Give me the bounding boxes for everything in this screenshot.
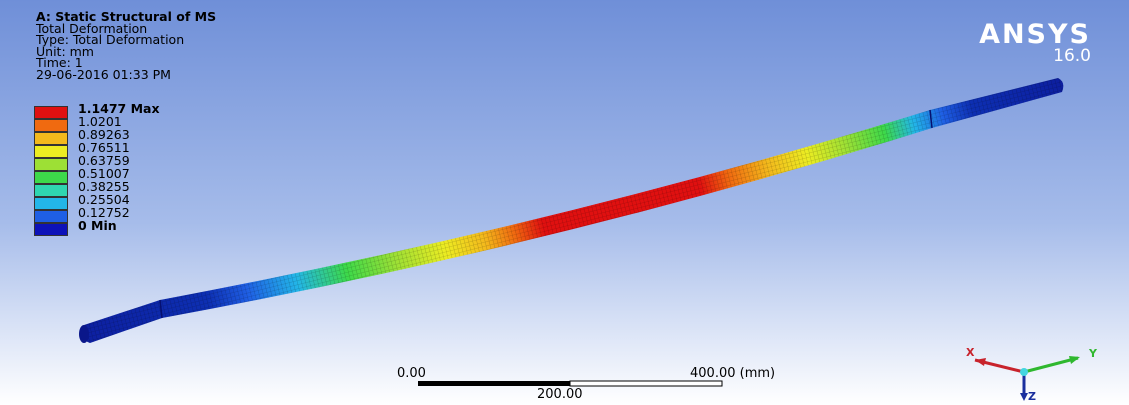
legend-label[interactable]: 0.38255 <box>78 179 130 194</box>
result-timestamp: 29-06-2016 01:33 PM <box>36 66 171 82</box>
legend-swatch <box>34 158 68 171</box>
scale-label-right: 400.00 (mm) <box>690 366 776 381</box>
y-axis-label: Y <box>1089 347 1097 360</box>
legend-label[interactable]: 0 Min <box>78 218 117 233</box>
logo-name: ANSYS <box>979 19 1091 50</box>
result-type: Type: Total Deformation <box>36 32 185 48</box>
legend-label[interactable]: 0.89263 <box>78 127 130 142</box>
shaft-end-left <box>79 325 89 343</box>
legend-swatch <box>34 132 68 145</box>
legend-swatch <box>34 197 68 210</box>
z-axis-label: Z <box>1028 390 1036 403</box>
legend-swatch <box>34 210 68 223</box>
x-axis-label: X <box>966 346 975 359</box>
legend-swatch <box>34 119 68 132</box>
legend-swatch <box>34 145 68 158</box>
ansys-logo: ANSYS 16.0 <box>979 19 1091 66</box>
legend-label[interactable]: 0.12752 <box>78 205 130 220</box>
result-time: Time: 1 <box>36 55 83 71</box>
legend-swatch <box>34 184 68 197</box>
shaft-body[interactable] <box>79 78 1064 343</box>
legend-swatch <box>34 171 68 184</box>
logo-version: 16.0 <box>1053 46 1091 66</box>
result-unit: Unit: mm <box>36 43 94 59</box>
legend-swatch <box>34 106 68 119</box>
legend-swatch <box>34 223 68 236</box>
legend-label[interactable]: 0.25504 <box>78 192 130 207</box>
legend-label[interactable]: 1.0201 <box>78 114 122 129</box>
scale-label-middle: 200.00 <box>537 387 583 402</box>
result-info: A: Static Structural of MS Total Deforma… <box>36 9 217 82</box>
legend-label[interactable]: 1.1477 Max <box>78 101 160 116</box>
result-name: Total Deformation <box>36 20 148 36</box>
analysis-title: A: Static Structural of MS <box>36 9 217 24</box>
legend-label[interactable]: 0.63759 <box>78 153 130 168</box>
legend-label[interactable]: 0.76511 <box>78 140 130 155</box>
scale-label-left: 0.00 <box>397 366 426 381</box>
legend-label[interactable]: 0.51007 <box>78 166 130 181</box>
